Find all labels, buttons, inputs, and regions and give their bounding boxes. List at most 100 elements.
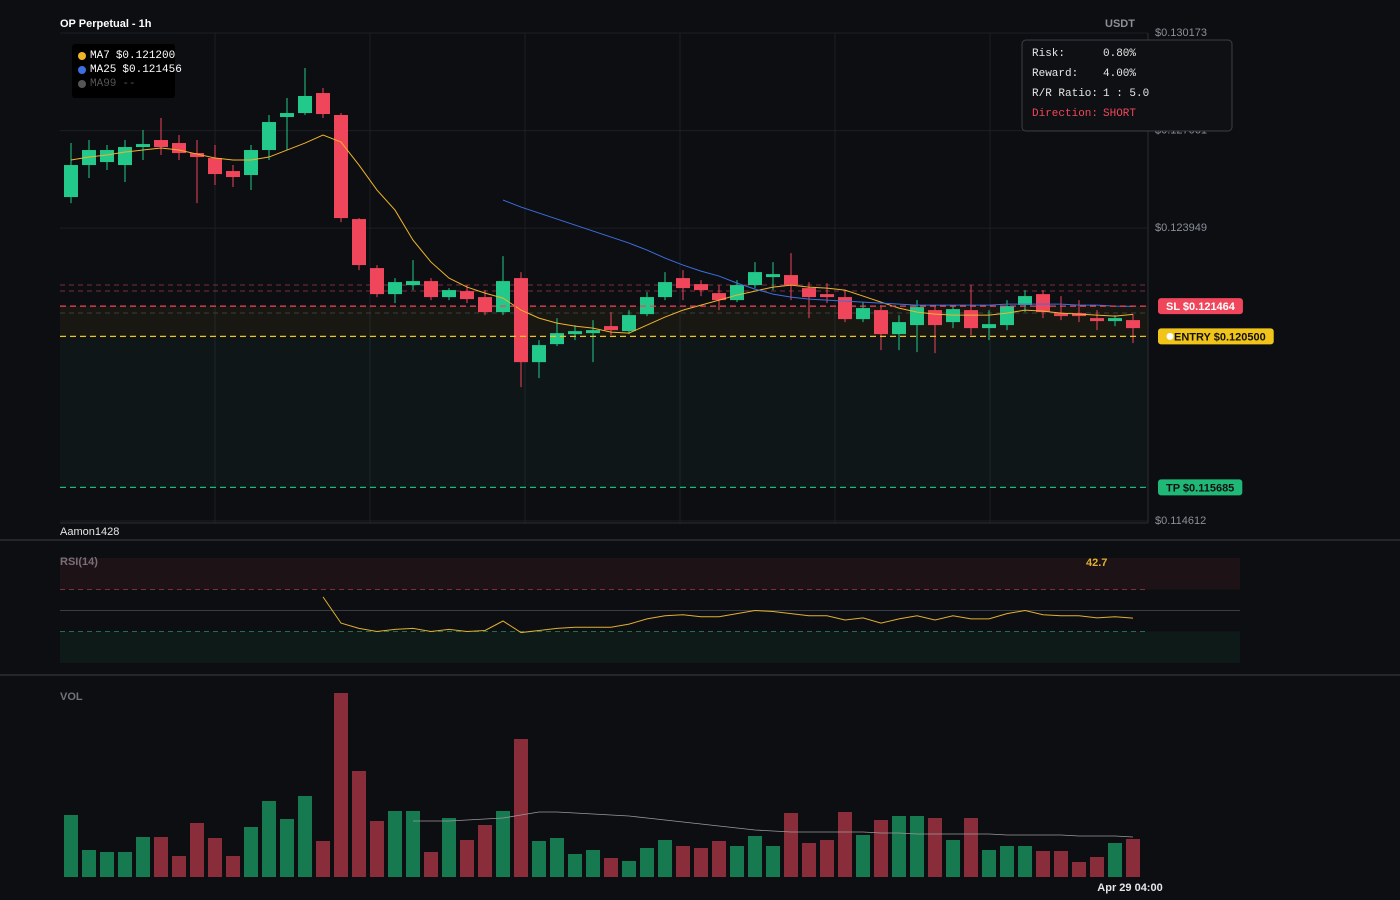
volume-bar	[280, 819, 294, 877]
volume-bar	[784, 813, 798, 877]
volume-bar	[928, 818, 942, 877]
volume-bar	[910, 816, 924, 877]
candle-body	[1108, 318, 1122, 322]
candle-body	[802, 288, 816, 298]
candle-body	[856, 308, 870, 320]
candle-body	[406, 281, 420, 286]
volume-bar	[262, 801, 276, 877]
volume-bar	[406, 811, 420, 877]
volume-bar	[586, 850, 600, 877]
level-label: ENTRY $0.120500	[1174, 331, 1266, 343]
rsi-title: RSI(14)	[60, 556, 98, 568]
risk-value: 1 : 5.0	[1103, 88, 1149, 100]
candle-body	[172, 143, 186, 154]
candle-body	[550, 333, 564, 345]
candle-body	[1036, 294, 1050, 313]
candle-body	[910, 307, 924, 326]
risk-value: 0.80%	[1103, 48, 1136, 60]
candle-body	[478, 297, 492, 313]
legend-dot	[78, 52, 86, 60]
candle-body	[748, 272, 762, 286]
ma-line	[502, 199, 1134, 307]
x-tick-label: Apr 29 04:00	[1097, 882, 1162, 894]
candle-body	[190, 153, 204, 158]
risk-panel: Risk: 0.80% Reward: 4.00% R/R Ratio: 1 : 5.0 D…	[1032, 48, 1149, 120]
candle-body	[568, 331, 582, 335]
candle-body	[874, 310, 888, 335]
volume-bar	[460, 840, 474, 877]
legend-entry: MA25 $0.121456	[90, 64, 182, 76]
candle-body	[244, 150, 258, 176]
candle-body	[208, 158, 222, 175]
candle-body	[928, 310, 942, 326]
vol-plot	[64, 693, 1140, 877]
volume-bar	[856, 835, 870, 877]
candle-body	[1054, 313, 1068, 317]
volume-bar	[208, 838, 222, 877]
level-badge	[1158, 479, 1243, 496]
volume-bar	[1126, 839, 1140, 877]
y-tick-label: $0.114612	[1155, 515, 1206, 527]
legend-box	[72, 44, 175, 98]
volume-bar	[118, 852, 132, 877]
volume-bar	[1072, 862, 1086, 877]
level-dot	[1166, 332, 1174, 340]
volume-bar	[694, 848, 708, 877]
rsi-line	[322, 596, 1134, 634]
candle-body	[370, 268, 384, 295]
volume-bar	[514, 739, 528, 877]
legend-value: $0.121200	[116, 50, 175, 62]
risk-label: Risk:	[1032, 48, 1065, 60]
volume-bar	[442, 818, 456, 877]
quote-currency: USDT	[1105, 18, 1135, 30]
volume-bar	[82, 850, 96, 877]
candle-body	[226, 171, 240, 178]
candle-body	[622, 315, 636, 332]
candle-body	[496, 281, 510, 313]
candle-body	[514, 278, 528, 363]
legend-name: MA99	[90, 78, 116, 90]
volume-bar	[550, 838, 564, 877]
candle-body	[964, 310, 978, 329]
legend-name: MA7	[90, 50, 110, 62]
candle-body	[442, 290, 456, 298]
volume-bar	[604, 858, 618, 877]
volume-bar	[298, 796, 312, 877]
risk-value: SHORT	[1103, 108, 1136, 120]
volume-bar	[658, 840, 672, 877]
volume-bar	[676, 846, 690, 877]
volume-ma-line	[413, 811, 1134, 838]
legend-dot	[78, 80, 86, 88]
volume-bar	[1000, 846, 1014, 877]
volume-bar	[190, 823, 204, 877]
candle-body	[1090, 318, 1104, 322]
level-badge	[1158, 328, 1274, 345]
volume-bar	[982, 850, 996, 877]
candle-body	[766, 274, 780, 278]
volume-bar	[964, 818, 978, 877]
candle-body	[262, 122, 276, 151]
candle-body	[334, 115, 348, 219]
candle-body	[730, 285, 744, 301]
rsi-value: 42.7	[1086, 557, 1107, 569]
level-zone	[60, 336, 1148, 488]
volume-bar	[1018, 846, 1032, 877]
candle-body	[820, 294, 834, 298]
volume-bar	[874, 820, 888, 877]
volume-bar	[1036, 851, 1050, 877]
volume-bar	[352, 771, 366, 877]
candle-body	[64, 165, 78, 198]
candle-body	[640, 297, 654, 315]
volume-bar	[244, 827, 258, 877]
candle-body	[694, 284, 708, 291]
volume-bar	[640, 848, 654, 877]
volume-bar	[802, 843, 816, 877]
vol-title: VOL	[60, 691, 83, 703]
candle-body	[946, 309, 960, 323]
volume-bar	[424, 852, 438, 877]
candle-body	[784, 275, 798, 286]
candle-body	[460, 291, 474, 300]
volume-bar	[388, 811, 402, 877]
